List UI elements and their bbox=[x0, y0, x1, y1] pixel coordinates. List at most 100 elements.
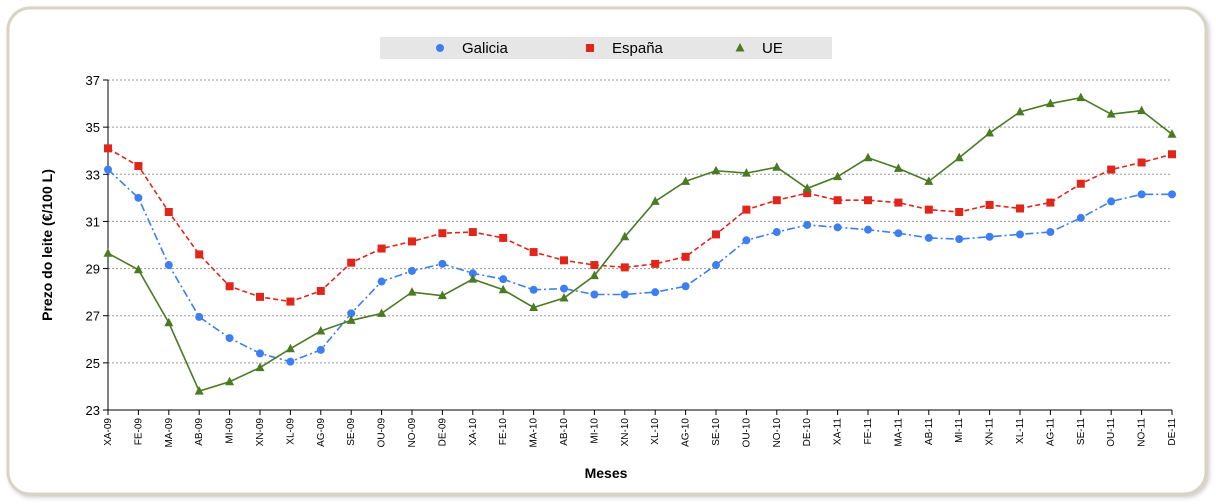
marker bbox=[285, 343, 295, 353]
legend-label: UE bbox=[762, 40, 783, 57]
marker bbox=[833, 171, 843, 181]
x-tick-label: OU-09 bbox=[377, 418, 388, 448]
x-tick-label: FE-10 bbox=[498, 418, 509, 446]
marker bbox=[651, 259, 660, 268]
marker bbox=[955, 235, 964, 244]
y-tick-label: 33 bbox=[86, 167, 100, 182]
y-axis-label: Prezo do leite (€/100 L) bbox=[39, 169, 55, 321]
marker bbox=[1107, 197, 1116, 206]
marker bbox=[225, 376, 235, 386]
x-tick-label: XN-11 bbox=[985, 418, 996, 446]
panel bbox=[6, 6, 1208, 496]
marker bbox=[620, 231, 630, 241]
x-tick-label: MA-11 bbox=[893, 418, 904, 447]
marker bbox=[681, 176, 691, 185]
marker bbox=[955, 208, 964, 216]
marker bbox=[316, 345, 325, 354]
marker bbox=[985, 232, 994, 241]
x-tick-label: XN-09 bbox=[255, 418, 266, 447]
marker bbox=[437, 290, 447, 300]
marker bbox=[1016, 230, 1024, 239]
marker bbox=[1076, 92, 1086, 102]
x-tick-label: FE-09 bbox=[133, 418, 144, 446]
marker bbox=[499, 275, 508, 284]
marker bbox=[742, 236, 751, 245]
marker bbox=[1168, 150, 1176, 159]
marker bbox=[407, 287, 417, 296]
series-line bbox=[107, 147, 1173, 303]
x-tick-label: NO-09 bbox=[407, 418, 418, 448]
x-tick-label: MI-11 bbox=[954, 418, 965, 443]
marker bbox=[894, 229, 903, 238]
marker bbox=[377, 308, 387, 317]
marker bbox=[104, 144, 112, 153]
marker bbox=[438, 259, 447, 268]
x-tick-label: AB-09 bbox=[194, 418, 205, 446]
marker bbox=[864, 196, 872, 205]
series-line bbox=[107, 168, 1172, 363]
marker bbox=[256, 349, 264, 358]
marker bbox=[377, 244, 386, 253]
marker bbox=[1015, 106, 1025, 116]
marker bbox=[833, 223, 842, 232]
marker bbox=[133, 264, 143, 274]
x-tick-label: XA-11 bbox=[833, 418, 844, 445]
y-tick-label: 31 bbox=[86, 214, 100, 229]
marker bbox=[225, 334, 234, 343]
marker bbox=[286, 357, 295, 366]
marker bbox=[681, 252, 690, 261]
y-tick-label: 37 bbox=[86, 73, 100, 88]
marker bbox=[408, 266, 416, 275]
marker bbox=[894, 198, 903, 207]
y-tick-label: 23 bbox=[86, 403, 100, 418]
marker bbox=[863, 152, 873, 162]
x-tick-label: SE-09 bbox=[346, 418, 357, 446]
x-tick-label: MA-09 bbox=[164, 418, 175, 448]
marker bbox=[103, 248, 113, 257]
marker bbox=[1045, 98, 1055, 108]
marker bbox=[924, 233, 933, 242]
marker bbox=[620, 263, 629, 272]
marker bbox=[1107, 165, 1116, 174]
marker bbox=[651, 288, 660, 297]
marker bbox=[377, 277, 386, 286]
marker bbox=[1076, 179, 1085, 188]
marker bbox=[194, 386, 204, 395]
marker bbox=[1137, 105, 1147, 115]
marker bbox=[1046, 228, 1055, 237]
x-tick-label: XL-09 bbox=[285, 418, 296, 445]
marker bbox=[650, 196, 660, 205]
y-tick-label: 29 bbox=[86, 262, 100, 277]
x-axis-label: Meses bbox=[585, 465, 628, 481]
x-tick-label: AG-09 bbox=[316, 418, 327, 447]
marker bbox=[681, 282, 690, 291]
marker bbox=[408, 237, 416, 246]
marker bbox=[772, 162, 782, 171]
x-tick-label: AG-11 bbox=[1045, 418, 1056, 447]
marker bbox=[255, 362, 265, 372]
marker bbox=[1137, 158, 1146, 167]
legend-label: Galicia bbox=[462, 40, 509, 57]
marker bbox=[529, 285, 538, 294]
marker bbox=[620, 290, 629, 299]
marker bbox=[468, 269, 477, 278]
marker bbox=[559, 293, 569, 302]
marker bbox=[1076, 213, 1085, 222]
marker bbox=[954, 152, 964, 162]
marker bbox=[256, 292, 264, 301]
marker bbox=[772, 196, 781, 205]
marker bbox=[164, 317, 174, 327]
marker bbox=[529, 248, 538, 257]
marker bbox=[893, 163, 903, 172]
marker bbox=[316, 286, 325, 295]
series-line bbox=[107, 96, 1173, 393]
x-tick-label: DE-10 bbox=[802, 418, 813, 447]
marker bbox=[924, 205, 933, 214]
marker bbox=[1167, 129, 1177, 138]
marker bbox=[560, 256, 568, 265]
legend-marker bbox=[735, 43, 745, 52]
x-tick-label: AB-10 bbox=[559, 418, 570, 446]
marker bbox=[195, 250, 204, 259]
x-tick-label: XN-10 bbox=[620, 418, 631, 447]
marker bbox=[347, 309, 356, 318]
